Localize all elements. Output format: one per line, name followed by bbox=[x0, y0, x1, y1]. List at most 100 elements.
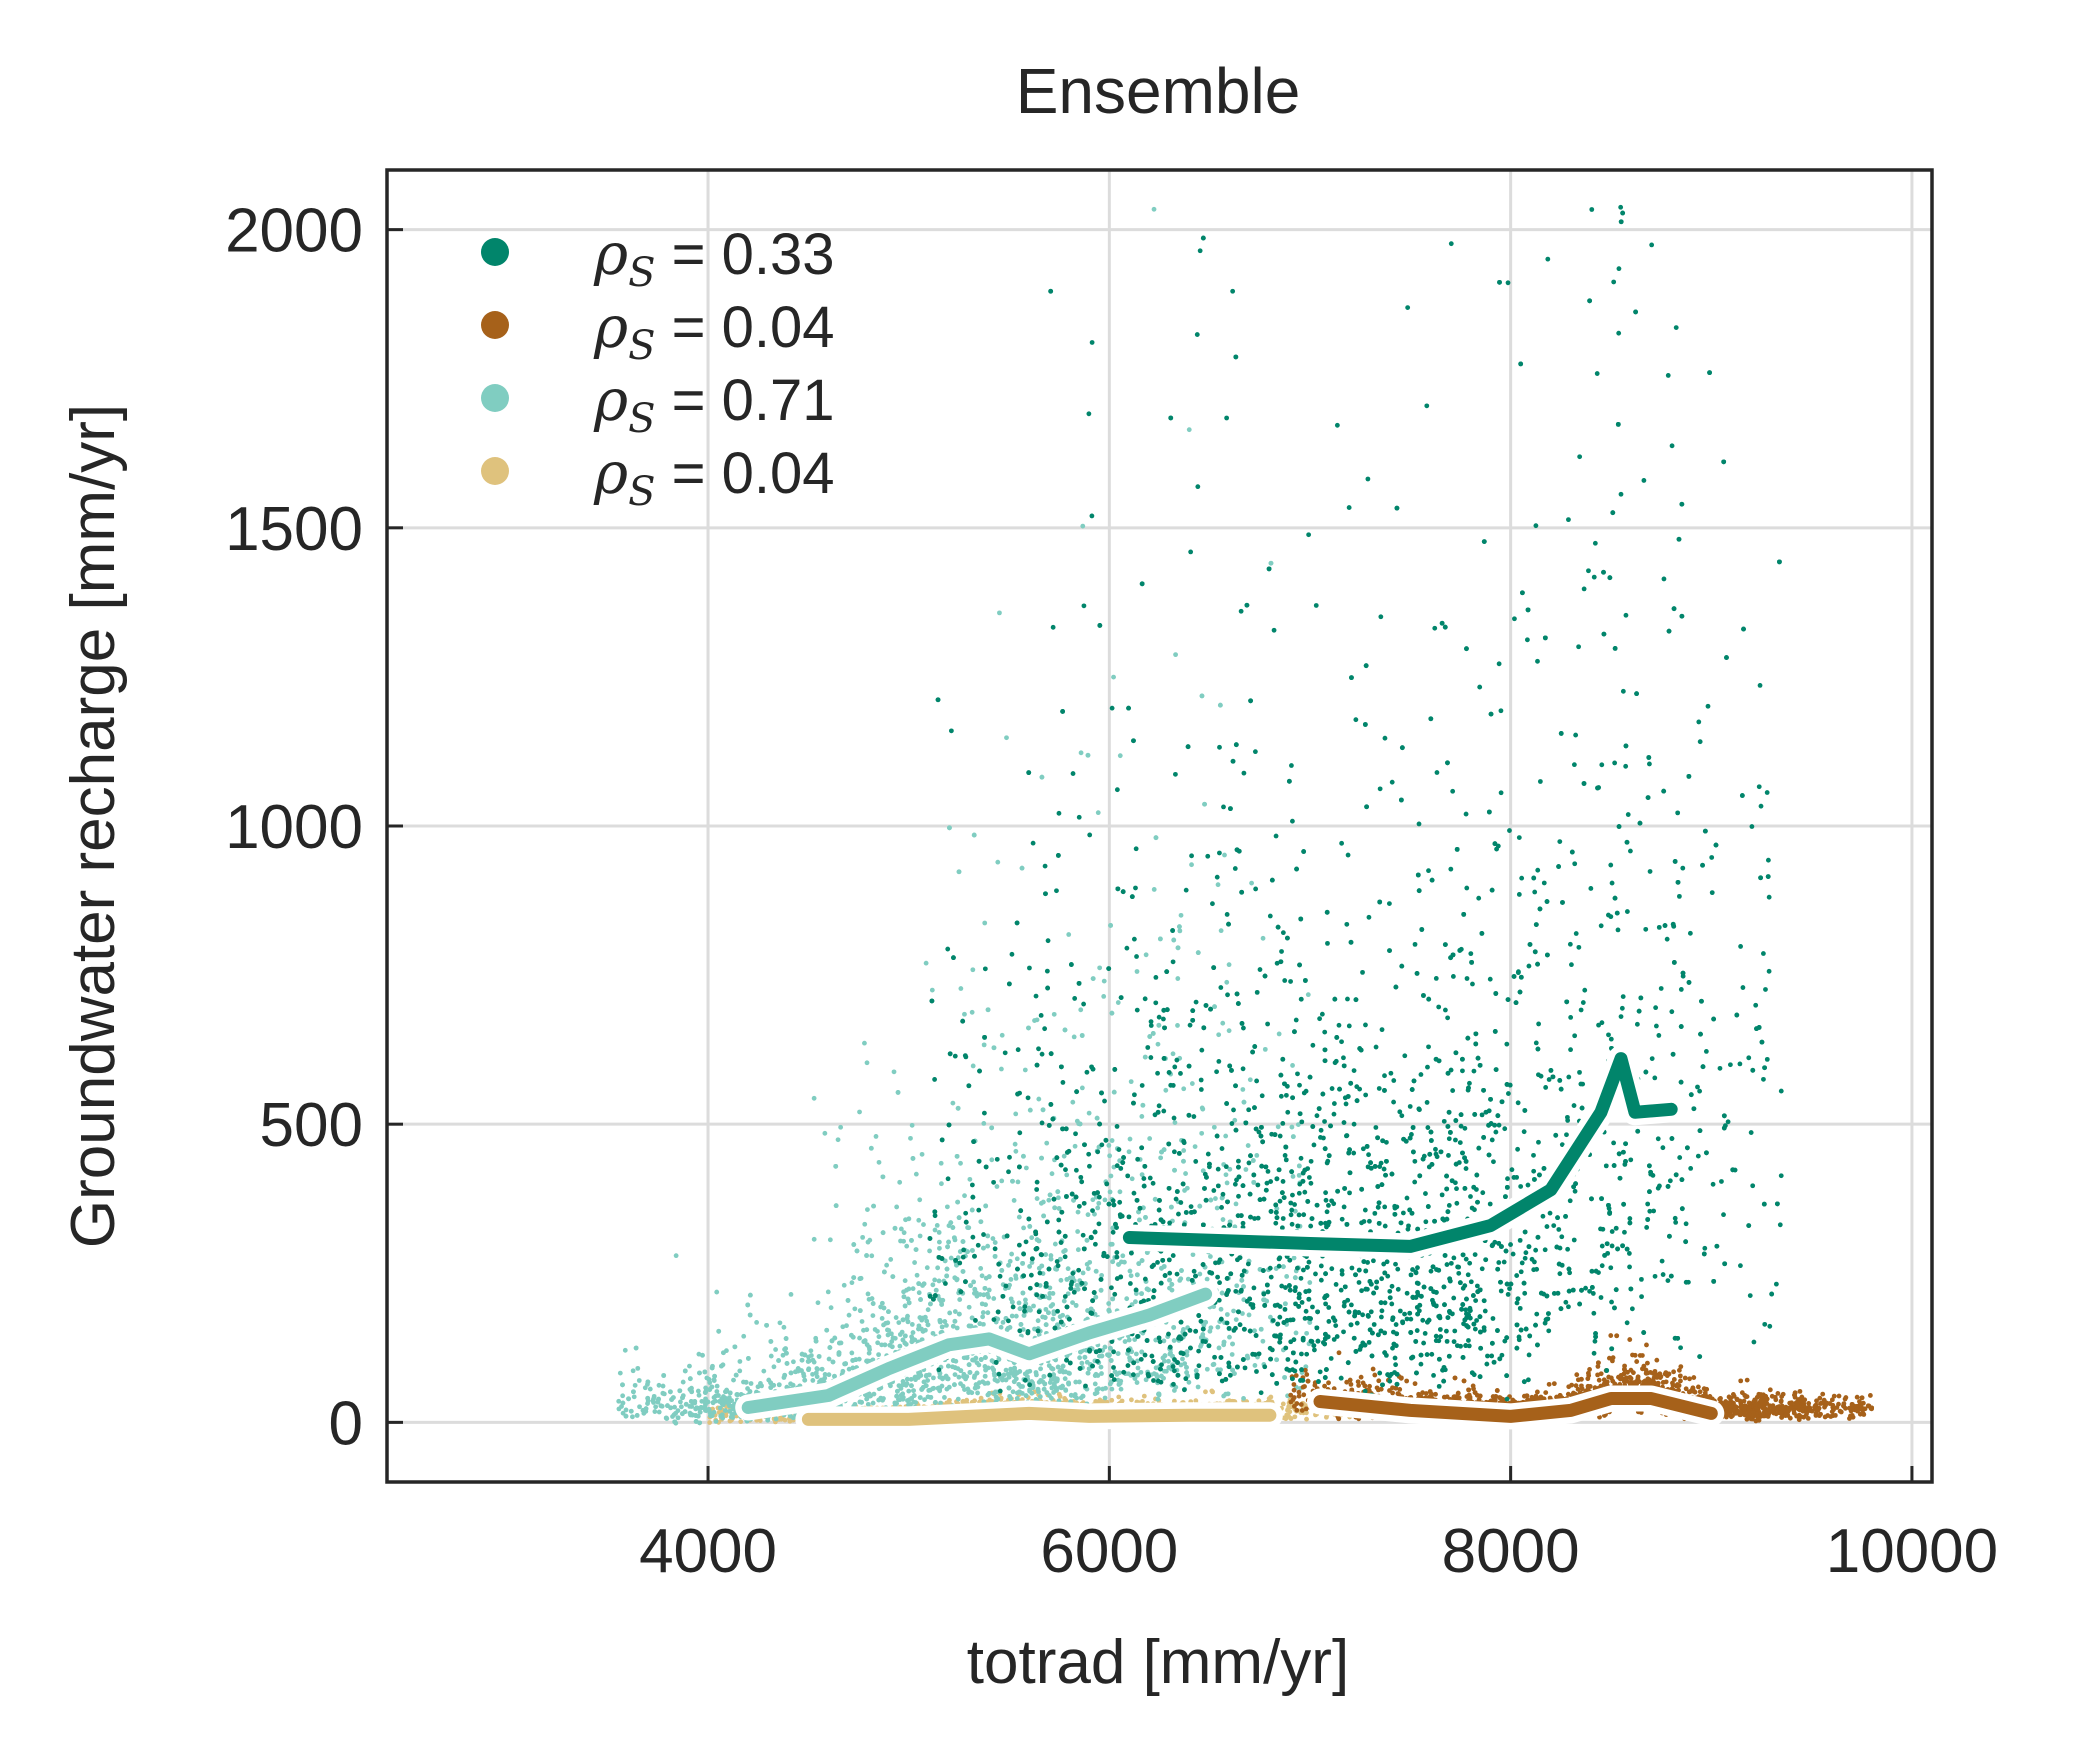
data-point bbox=[1175, 976, 1181, 981]
data-point bbox=[1143, 952, 1149, 958]
data-point bbox=[841, 1282, 847, 1288]
data-point bbox=[952, 1318, 958, 1324]
data-point bbox=[1192, 1144, 1198, 1149]
data-point bbox=[956, 1215, 962, 1221]
data-point bbox=[1220, 1020, 1226, 1026]
data-point bbox=[1163, 1368, 1169, 1374]
data-point bbox=[1127, 1136, 1133, 1142]
data-point bbox=[1094, 1387, 1100, 1393]
data-point bbox=[833, 1163, 839, 1169]
data-point bbox=[981, 1321, 986, 1327]
data-point bbox=[879, 1300, 885, 1306]
data-point bbox=[845, 1298, 851, 1303]
data-point bbox=[1184, 1365, 1189, 1370]
data-point bbox=[1048, 1256, 1054, 1262]
data-point bbox=[1767, 1387, 1773, 1393]
data-point bbox=[983, 1367, 989, 1373]
data-point bbox=[980, 1310, 986, 1315]
data-point bbox=[1476, 1397, 1482, 1402]
data-point bbox=[645, 1395, 651, 1401]
data-point bbox=[1177, 928, 1183, 934]
data-point bbox=[837, 1340, 842, 1346]
data-point bbox=[660, 1383, 666, 1389]
data-point bbox=[747, 1292, 753, 1298]
data-point bbox=[1420, 1390, 1426, 1396]
data-point bbox=[850, 1365, 856, 1371]
data-point bbox=[1186, 1379, 1192, 1385]
data-point bbox=[1292, 1414, 1298, 1420]
data-point bbox=[851, 1242, 857, 1247]
data-point bbox=[634, 1412, 640, 1418]
data-point bbox=[1210, 1389, 1216, 1395]
data-point bbox=[1155, 1396, 1161, 1402]
data-point bbox=[1056, 1206, 1062, 1211]
data-point bbox=[972, 1286, 978, 1292]
data-point bbox=[1001, 1372, 1007, 1378]
data-point bbox=[764, 1322, 769, 1328]
data-point bbox=[1290, 1063, 1295, 1068]
data-point bbox=[1099, 1371, 1104, 1376]
data-point bbox=[1195, 950, 1201, 956]
data-point bbox=[1098, 1364, 1104, 1370]
data-point bbox=[1055, 1322, 1060, 1328]
data-point bbox=[879, 1315, 885, 1321]
data-point bbox=[813, 1338, 819, 1344]
data-point bbox=[966, 1304, 972, 1310]
data-point bbox=[1211, 1361, 1217, 1367]
data-point bbox=[748, 1381, 754, 1386]
data-point bbox=[1230, 1341, 1235, 1347]
data-point bbox=[1404, 1378, 1410, 1384]
data-point bbox=[1293, 1373, 1299, 1378]
data-point bbox=[768, 1353, 774, 1359]
data-point bbox=[842, 1361, 848, 1367]
data-point bbox=[1218, 928, 1224, 934]
data-point bbox=[1239, 1277, 1245, 1283]
data-point bbox=[1213, 1196, 1218, 1201]
data-point bbox=[1023, 1297, 1028, 1303]
data-point bbox=[1044, 1390, 1050, 1396]
data-point bbox=[928, 1394, 934, 1400]
data-point bbox=[857, 1109, 862, 1115]
data-point bbox=[875, 1340, 881, 1346]
data-point bbox=[857, 1276, 863, 1282]
data-point bbox=[628, 1408, 634, 1414]
data-point bbox=[865, 1401, 871, 1407]
data-point bbox=[702, 1399, 708, 1405]
data-point bbox=[687, 1363, 692, 1369]
data-point bbox=[967, 1176, 973, 1182]
data-point bbox=[984, 1291, 990, 1297]
data-point bbox=[1151, 206, 1157, 212]
data-point bbox=[886, 1309, 891, 1315]
data-point bbox=[1080, 1270, 1086, 1276]
data-point bbox=[732, 1344, 738, 1350]
data-point bbox=[1184, 1185, 1190, 1191]
data-point bbox=[709, 1365, 715, 1371]
data-point bbox=[810, 1371, 815, 1377]
data-point bbox=[1625, 1369, 1630, 1375]
data-point bbox=[896, 1383, 902, 1389]
data-point bbox=[1241, 1284, 1246, 1289]
data-point bbox=[1151, 887, 1157, 892]
data-point bbox=[1029, 1260, 1035, 1265]
data-point bbox=[862, 1040, 867, 1046]
data-point bbox=[945, 1244, 950, 1250]
data-point bbox=[623, 1407, 629, 1413]
data-point bbox=[1061, 1153, 1067, 1159]
data-point bbox=[997, 610, 1002, 616]
data-point bbox=[906, 1397, 912, 1403]
data-point bbox=[902, 1303, 908, 1309]
data-point bbox=[1141, 1393, 1147, 1399]
data-point bbox=[1156, 1022, 1162, 1028]
data-point bbox=[689, 1389, 695, 1395]
data-point bbox=[703, 1407, 708, 1413]
data-point bbox=[965, 1386, 971, 1392]
data-point bbox=[806, 1367, 811, 1373]
data-point bbox=[724, 1387, 730, 1393]
data-point bbox=[891, 1069, 897, 1075]
data-point bbox=[880, 1174, 886, 1180]
data-point bbox=[1040, 1107, 1046, 1113]
data-point bbox=[1262, 1046, 1268, 1052]
data-point bbox=[1073, 1303, 1079, 1308]
data-point bbox=[838, 1124, 844, 1130]
